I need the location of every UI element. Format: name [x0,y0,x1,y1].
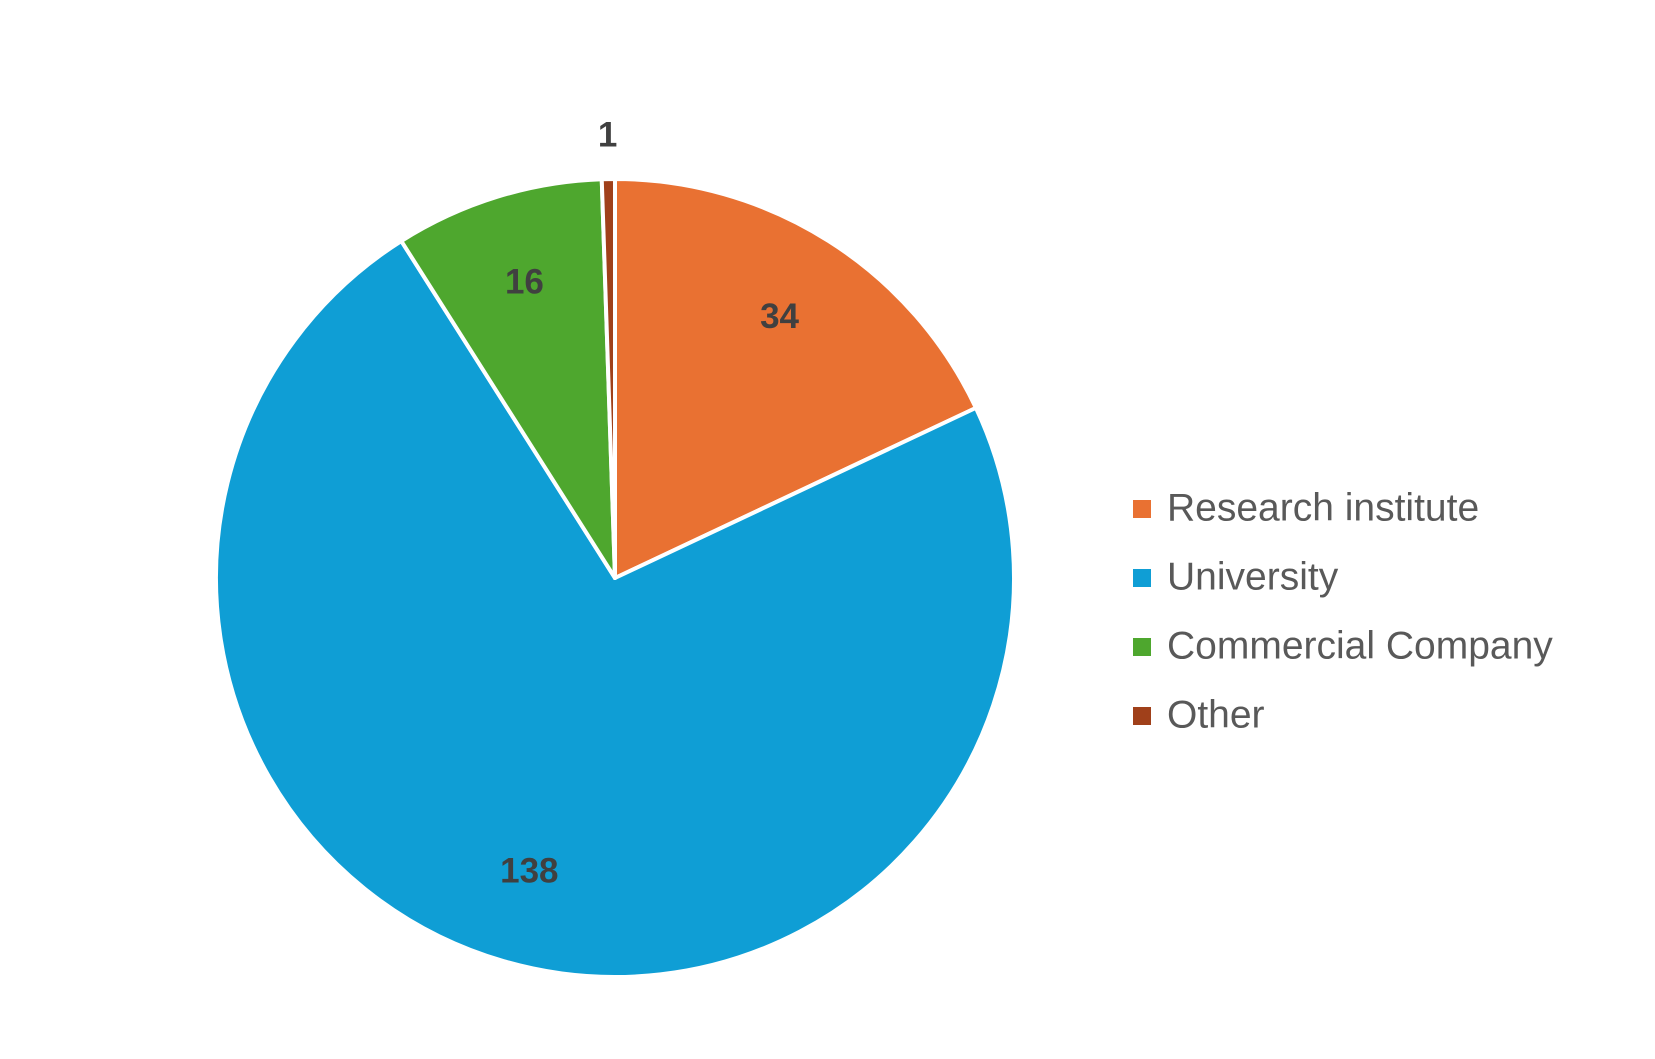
legend-swatch [1133,569,1151,587]
data-label: 16 [505,263,544,302]
legend-label: Research institute [1167,486,1479,529]
pie-slice [214,239,1016,979]
legend-label: Other [1167,693,1265,736]
pie-slice [613,177,978,580]
legend-swatch [1133,638,1151,656]
pie-slice [399,177,617,580]
data-label: 34 [760,297,799,336]
legend-label: Commercial Company [1167,624,1553,667]
legend-swatch [1133,500,1151,518]
pie-slice [599,176,617,580]
legend-label: University [1167,555,1339,598]
legend-swatch [1133,707,1151,725]
data-label: 138 [500,851,558,890]
data-label: 1 [598,115,617,154]
